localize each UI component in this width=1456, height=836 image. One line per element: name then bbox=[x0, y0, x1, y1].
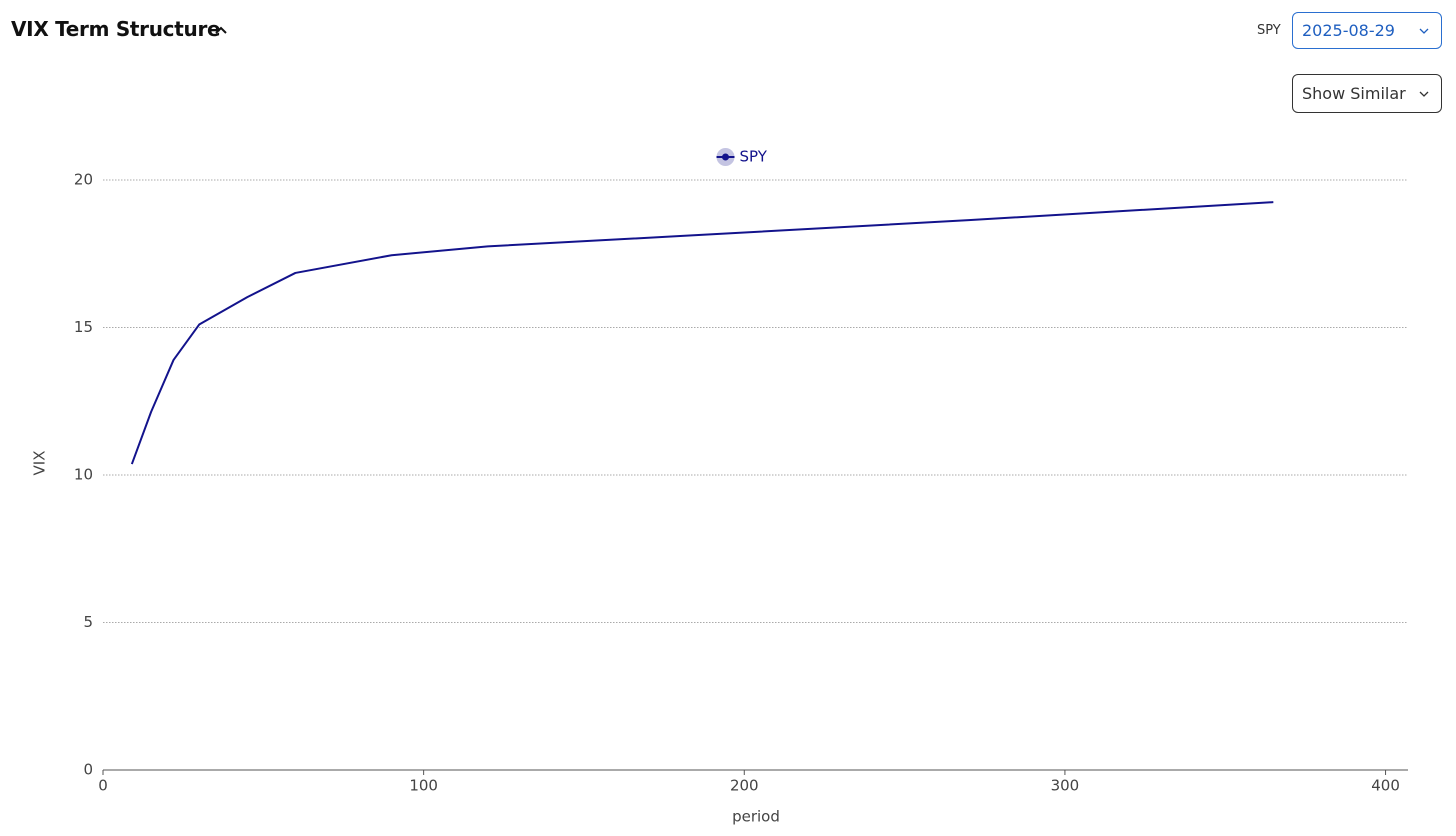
caret bbox=[1419, 28, 1429, 34]
y-tick-label: 20 bbox=[74, 171, 93, 189]
y-axis-label: VIX bbox=[31, 451, 49, 476]
data-line bbox=[130, 201, 1274, 465]
legend-label: SPY bbox=[740, 148, 768, 166]
x-axis-label: period bbox=[732, 808, 780, 826]
x-tick-label: 0 bbox=[98, 777, 108, 795]
button-label: Show Similar bbox=[1302, 84, 1406, 103]
date-value: 2025-08-29 bbox=[1302, 21, 1395, 40]
y-tick-label: 0 bbox=[83, 761, 93, 779]
y-tick-label: 5 bbox=[83, 613, 93, 631]
show-similar-button[interactable]: Show Similar bbox=[1292, 74, 1442, 113]
date-select[interactable]: 2025-08-29 bbox=[1292, 12, 1442, 49]
legend-icon-dot bbox=[722, 153, 729, 161]
x-tick-label: 200 bbox=[730, 777, 759, 795]
y-tick-label: 10 bbox=[74, 466, 93, 484]
x-tick-label: 300 bbox=[1051, 777, 1080, 795]
x-tick-label: 100 bbox=[409, 777, 438, 795]
collapse-icon[interactable] bbox=[213, 22, 229, 38]
x-tick-label: 400 bbox=[1371, 777, 1400, 795]
page-title: VIX Term Structure bbox=[11, 17, 221, 41]
y-tick-label: 15 bbox=[74, 318, 93, 336]
legend-icon-halo bbox=[716, 148, 735, 166]
caret bbox=[1419, 91, 1429, 97]
ticker-label: SPY bbox=[1257, 23, 1281, 38]
